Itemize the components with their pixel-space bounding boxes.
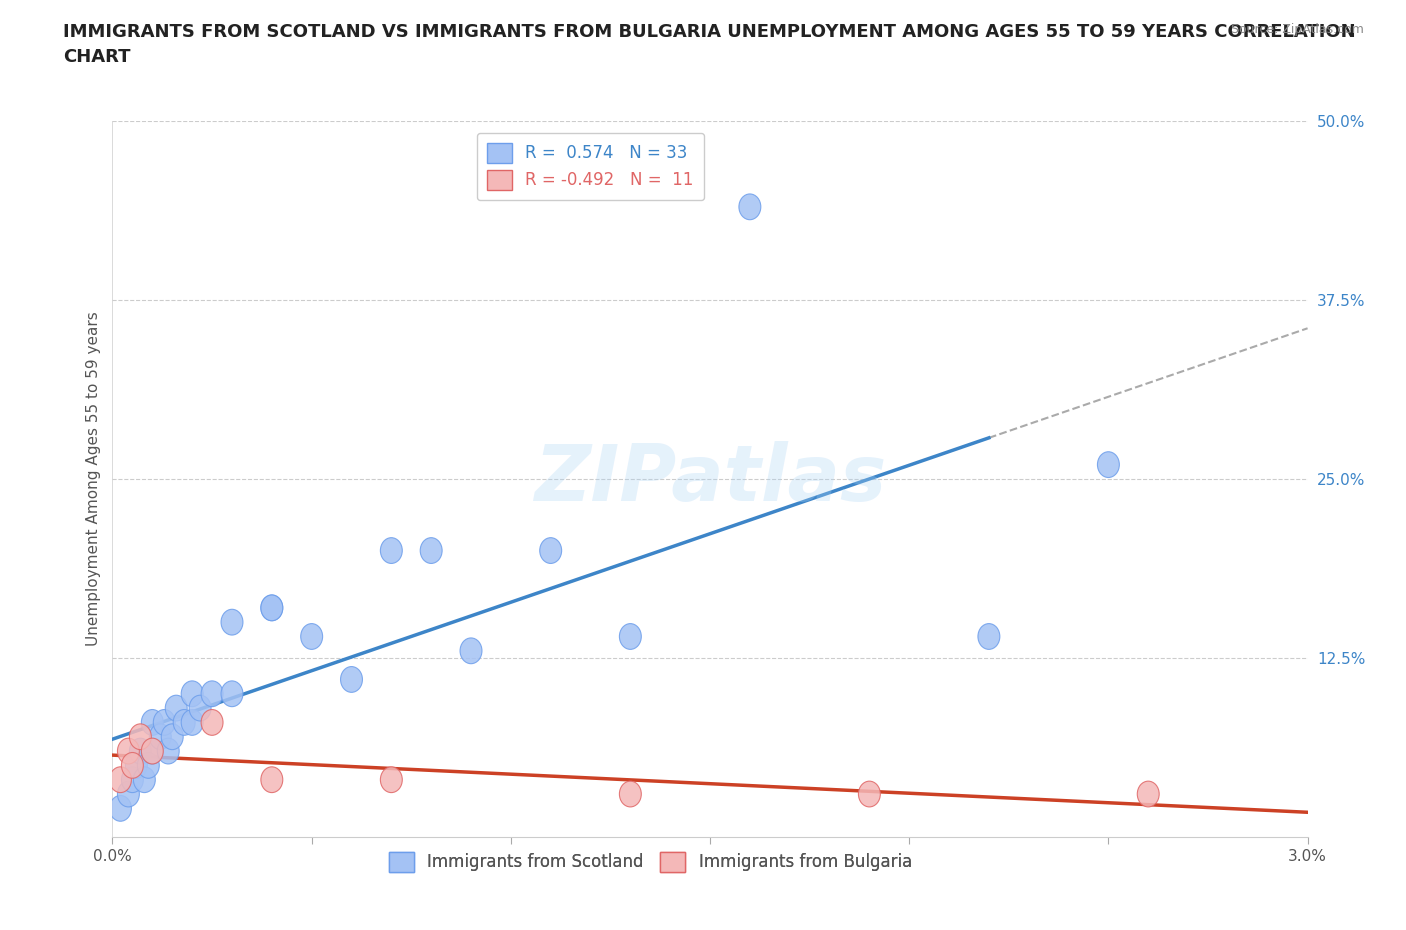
Ellipse shape	[162, 724, 183, 750]
Text: IMMIGRANTS FROM SCOTLAND VS IMMIGRANTS FROM BULGARIA UNEMPLOYMENT AMONG AGES 55 : IMMIGRANTS FROM SCOTLAND VS IMMIGRANTS F…	[63, 23, 1355, 66]
Ellipse shape	[129, 738, 152, 764]
Ellipse shape	[201, 681, 224, 707]
Ellipse shape	[121, 752, 143, 778]
Ellipse shape	[1137, 781, 1159, 807]
Ellipse shape	[118, 738, 139, 764]
Ellipse shape	[201, 710, 224, 736]
Ellipse shape	[1098, 452, 1119, 477]
Ellipse shape	[110, 767, 131, 792]
Legend: Immigrants from Scotland, Immigrants from Bulgaria: Immigrants from Scotland, Immigrants fro…	[382, 845, 918, 879]
Ellipse shape	[340, 667, 363, 692]
Ellipse shape	[129, 724, 152, 750]
Ellipse shape	[118, 781, 139, 807]
Text: ZIPatlas: ZIPatlas	[534, 441, 886, 517]
Ellipse shape	[121, 767, 143, 792]
Ellipse shape	[173, 710, 195, 736]
Ellipse shape	[166, 696, 187, 721]
Ellipse shape	[460, 638, 482, 664]
Ellipse shape	[142, 738, 163, 764]
Ellipse shape	[262, 595, 283, 620]
Ellipse shape	[381, 538, 402, 564]
Ellipse shape	[142, 738, 163, 764]
Ellipse shape	[262, 767, 283, 792]
Ellipse shape	[979, 624, 1000, 649]
Ellipse shape	[859, 781, 880, 807]
Ellipse shape	[157, 738, 179, 764]
Y-axis label: Unemployment Among Ages 55 to 59 years: Unemployment Among Ages 55 to 59 years	[86, 312, 101, 646]
Ellipse shape	[181, 681, 202, 707]
Ellipse shape	[221, 609, 243, 635]
Ellipse shape	[381, 767, 402, 792]
Ellipse shape	[153, 710, 176, 736]
Ellipse shape	[301, 624, 322, 649]
Ellipse shape	[138, 752, 159, 778]
Ellipse shape	[110, 795, 131, 821]
Ellipse shape	[221, 681, 243, 707]
Ellipse shape	[142, 710, 163, 736]
Text: Source: ZipAtlas.com: Source: ZipAtlas.com	[1230, 23, 1364, 36]
Ellipse shape	[125, 752, 148, 778]
Ellipse shape	[134, 767, 155, 792]
Ellipse shape	[262, 595, 283, 620]
Ellipse shape	[190, 696, 211, 721]
Ellipse shape	[149, 724, 172, 750]
Ellipse shape	[620, 781, 641, 807]
Ellipse shape	[540, 538, 561, 564]
Ellipse shape	[420, 538, 441, 564]
Ellipse shape	[181, 710, 202, 736]
Ellipse shape	[740, 194, 761, 219]
Ellipse shape	[620, 624, 641, 649]
